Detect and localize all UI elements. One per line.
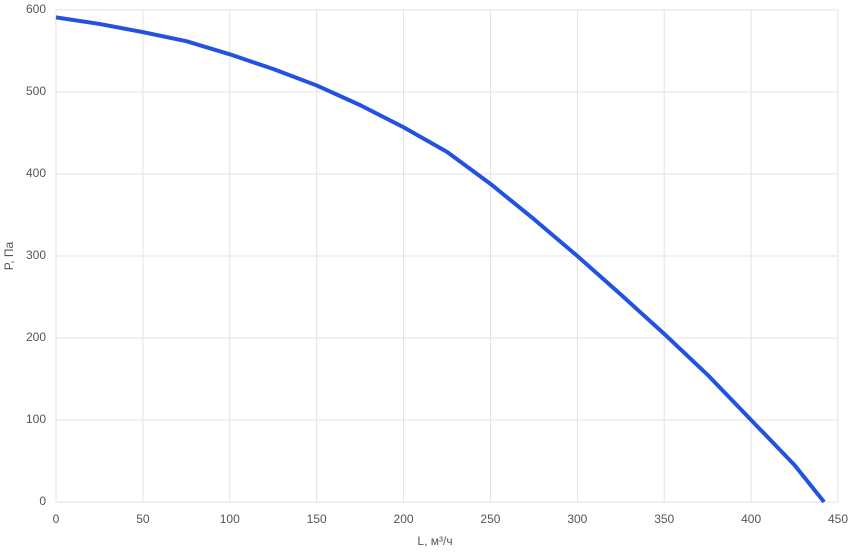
x-tick-label: 150: [307, 512, 327, 526]
x-tick-label: 300: [567, 512, 587, 526]
y-tick-label: 500: [26, 84, 46, 98]
y-tick-label: 200: [26, 330, 46, 344]
x-tick-label: 200: [394, 512, 414, 526]
x-tick-label: 350: [654, 512, 674, 526]
y-tick-label: 0: [39, 494, 46, 508]
x-tick-label: 50: [136, 512, 150, 526]
data-line: [55, 15, 826, 504]
x-tick-label: 250: [480, 512, 500, 526]
x-tick-label: 100: [220, 512, 240, 526]
x-tick-label: 0: [53, 512, 60, 526]
y-tick-label: 400: [26, 166, 46, 180]
x-tick-label: 400: [741, 512, 761, 526]
y-tick-label: 300: [26, 248, 46, 262]
x-tick-label: 450: [828, 512, 848, 526]
x-axis-label: L, м³/ч: [417, 534, 452, 548]
y-axis-label: P, Па: [2, 241, 16, 270]
y-tick-label: 600: [26, 2, 46, 16]
y-tick-label: 100: [26, 412, 46, 426]
